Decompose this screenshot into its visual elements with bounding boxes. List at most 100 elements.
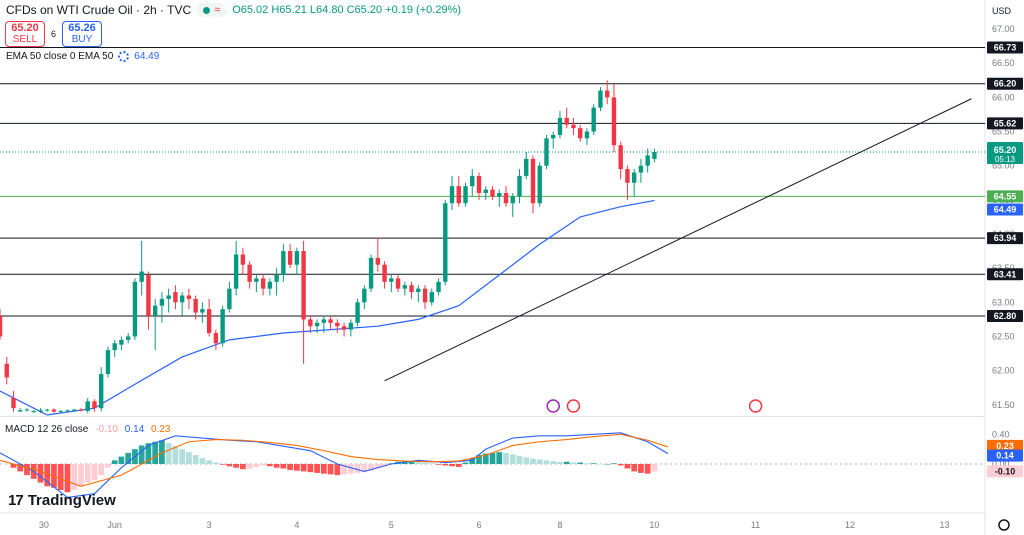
candle-body [146, 274, 151, 316]
candle-body [578, 128, 583, 139]
macd-histogram-bar [462, 462, 469, 464]
macd-histogram-bar [617, 464, 624, 466]
current-price-label: 65.20 [994, 145, 1017, 155]
candle-body [51, 409, 57, 412]
candle-body [159, 298, 165, 306]
macd-y-tick-label: 0.00 [992, 459, 1010, 469]
candle-body [476, 175, 482, 194]
candle-body [314, 322, 320, 327]
candle-body [260, 278, 266, 289]
ema-legend[interactable]: EMA 50 close 0 EMA 50 64.49 [6, 51, 159, 62]
candle-body [105, 350, 111, 375]
macd-histogram-bar [543, 460, 550, 464]
sell-button[interactable]: 65.20 SELL [5, 21, 45, 47]
macd-histogram-bar [584, 463, 590, 464]
sell-price: 65.20 [11, 22, 39, 34]
macd-histogram-bar [206, 460, 213, 464]
candle-body [92, 401, 97, 409]
macd-histogram-bar [152, 441, 159, 464]
candle-body [449, 186, 455, 204]
candle-body [18, 410, 23, 412]
macd-legend-macd: 0.14 [124, 424, 145, 435]
candle-body [335, 322, 340, 327]
macd-histogram-bar [293, 464, 300, 471]
candle-body [78, 409, 84, 411]
candle-body [557, 117, 563, 135]
macd-histogram-bar [638, 464, 644, 473]
macd-histogram-bar [651, 464, 658, 472]
current-price-tag [987, 142, 1023, 165]
candle-body [571, 124, 576, 129]
candle-body [395, 278, 401, 289]
macd-histogram-bar [374, 464, 381, 469]
candle-body [112, 343, 117, 351]
macd-histogram-bar [145, 443, 152, 464]
candle-body [321, 319, 327, 323]
candle-body [564, 117, 569, 125]
macd-signal-label: 0.23 [996, 441, 1014, 451]
macd-histogram-bar [428, 463, 435, 464]
y-tick-label: 62.00 [992, 366, 1015, 376]
macd-histogram-bar [624, 464, 631, 469]
candle-body [152, 305, 158, 316]
candle-body [517, 175, 522, 197]
candle-body [618, 145, 623, 170]
macd-histogram-bar [226, 464, 233, 467]
tradingview-logo[interactable]: 17 TradingView [8, 492, 116, 509]
macd-histogram-bar [64, 464, 71, 493]
macd-histogram-bar [455, 464, 462, 467]
macd-histogram-bar [71, 464, 78, 490]
candle-body [483, 189, 488, 194]
candle-body [213, 333, 219, 344]
macd-histogram-bar [536, 459, 543, 464]
macd-legend[interactable]: MACD 12 26 close -0.10 0.14 0.23 [5, 424, 170, 435]
level-price-label: 66.73 [994, 43, 1017, 53]
candle-body [382, 264, 387, 282]
candle-body [416, 288, 421, 293]
macd-histogram-bar [84, 464, 91, 483]
y-tick-label: 63.00 [992, 297, 1015, 307]
macd-histogram-bar [78, 464, 84, 487]
macd-histogram-bar [125, 452, 132, 464]
candle-body [240, 254, 246, 265]
candle-body [537, 165, 542, 204]
macd-histogram-bar [17, 464, 24, 472]
macd-histogram-bar [631, 464, 638, 472]
market-status[interactable]: ≈ [197, 3, 227, 17]
macd-histogram-bar [550, 461, 557, 464]
candle-body [429, 292, 434, 303]
level-price-tag [987, 268, 1023, 281]
candle-body [591, 107, 596, 132]
macd-line [0, 432, 669, 498]
macd-legend-signal: 0.23 [150, 424, 171, 435]
candle-body [65, 410, 70, 412]
candle-body [510, 196, 515, 204]
candle-body [179, 295, 185, 303]
macd-histogram-bar [165, 443, 172, 464]
candle-body [389, 278, 394, 282]
macd-histogram-bar [361, 464, 368, 473]
candle-body [85, 401, 90, 411]
y-tick-label: 65.00 [992, 161, 1015, 171]
macd-histogram-bar [159, 440, 165, 464]
macd-histogram-bar [523, 457, 530, 464]
level-price-label: 62.80 [994, 311, 1017, 321]
macd-histogram-bar [334, 464, 341, 476]
candle-body [308, 319, 313, 327]
candle-body [99, 374, 104, 409]
green-level-label: 64.55 [994, 191, 1017, 201]
symbol-title[interactable]: CFDs on WTI Crude Oil · 2h · TVC [6, 3, 192, 17]
macd-histogram-bar [503, 452, 509, 464]
candle-body [503, 193, 509, 204]
x-tick-label: Jun [107, 520, 122, 530]
level-price-tag [987, 117, 1023, 130]
macd-histogram-bar [111, 460, 118, 464]
candle-body [186, 295, 192, 299]
macd-histogram-bar [98, 464, 105, 476]
bar-countdown-label: 05:13 [995, 155, 1016, 164]
x-tick-label: 12 [845, 520, 855, 530]
buy-button[interactable]: 65.26 BUY [62, 21, 103, 47]
candle-body [341, 326, 347, 330]
macd-histogram-bar [482, 453, 489, 464]
